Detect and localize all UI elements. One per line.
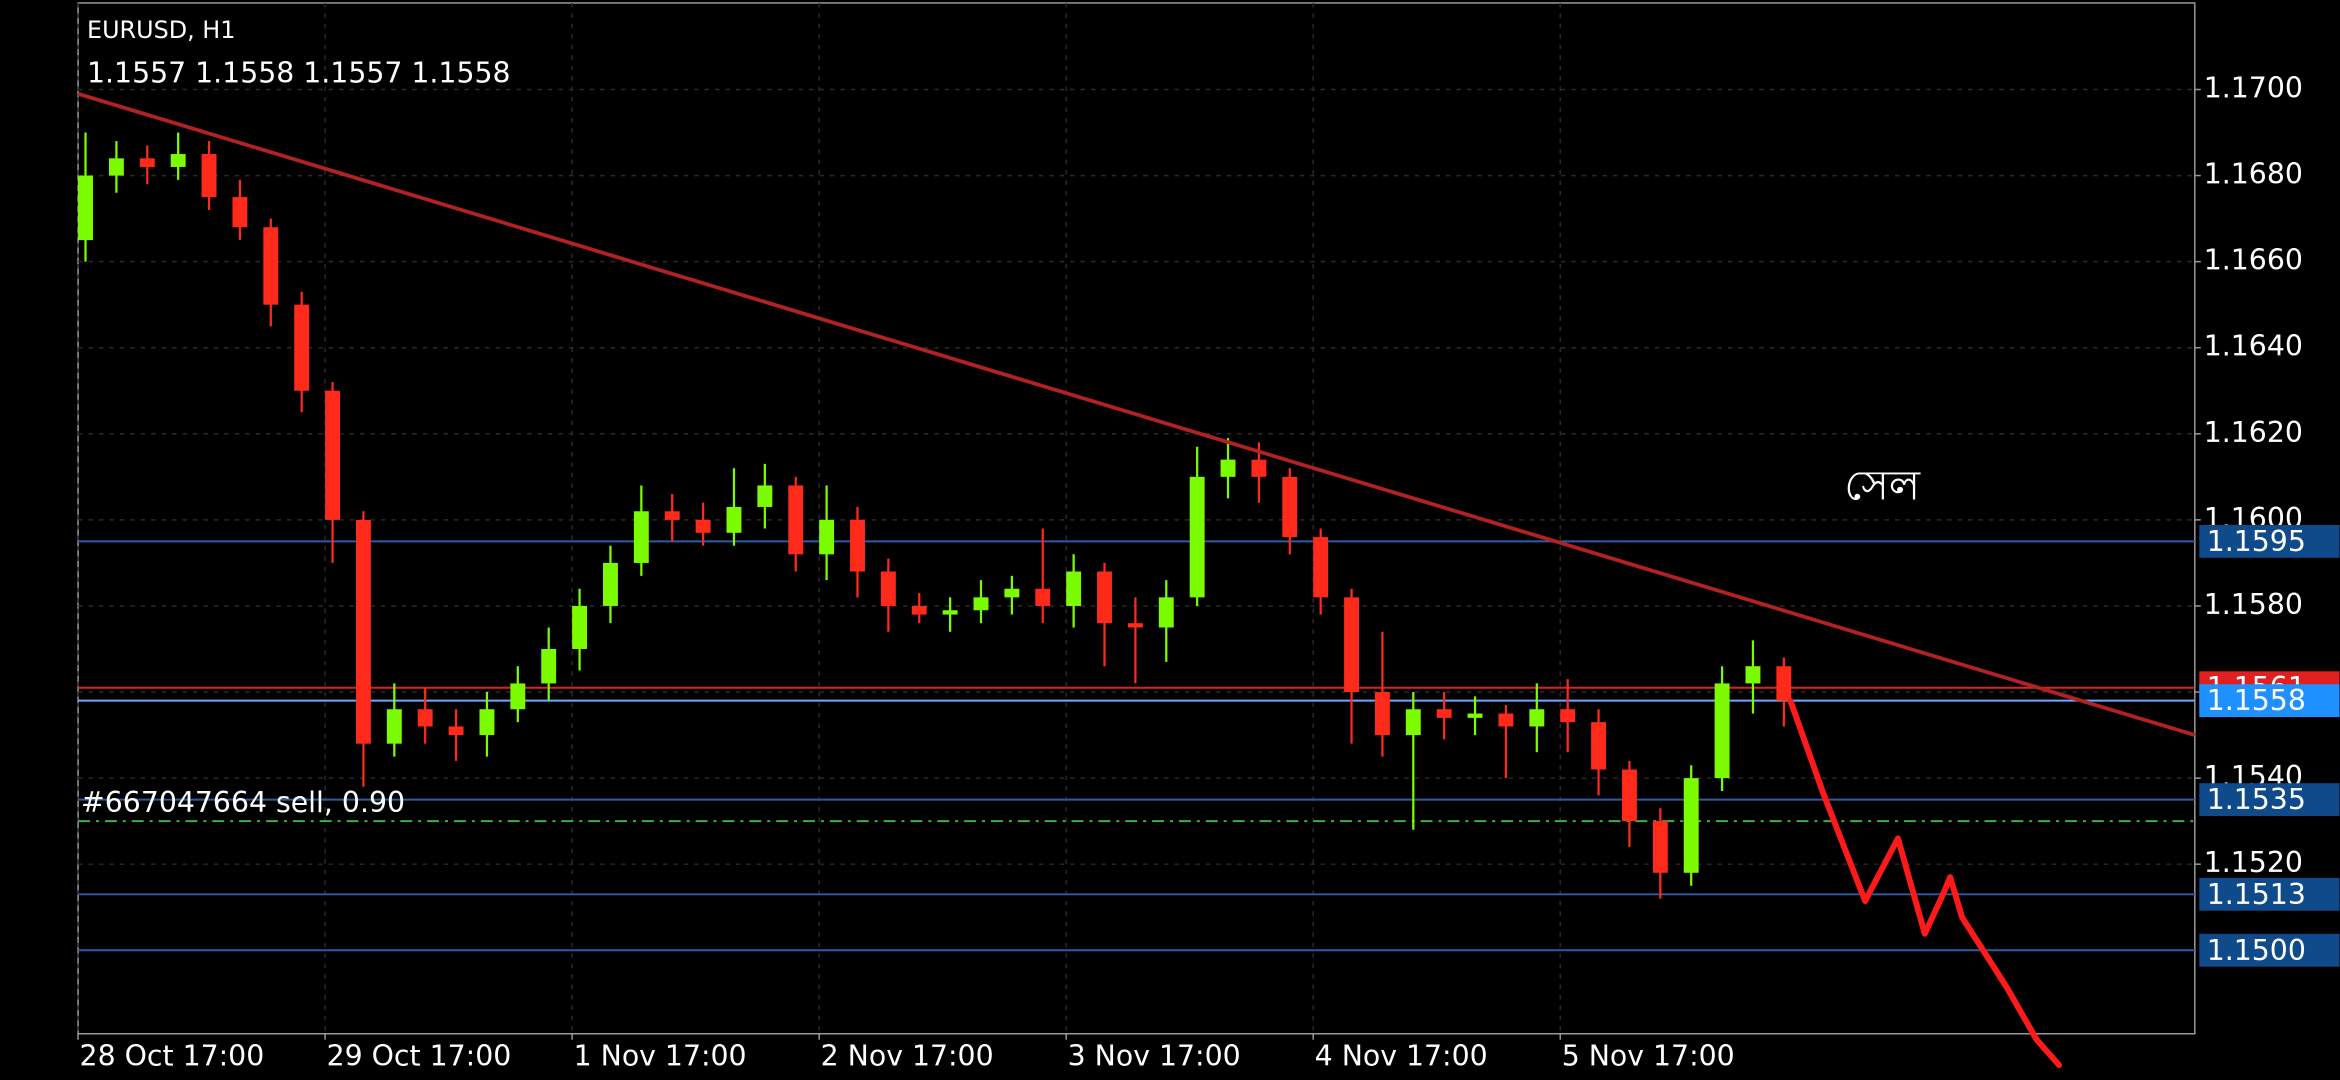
candle-body [1467, 713, 1483, 718]
candle-body [1436, 709, 1452, 718]
candle-body [1127, 623, 1143, 628]
candle-body [1344, 597, 1359, 693]
candle-body [1282, 476, 1298, 538]
candle-body [355, 519, 371, 744]
candle-body [294, 304, 310, 391]
candle-body [1189, 476, 1205, 598]
candle-body [108, 158, 124, 176]
candle-body [510, 683, 526, 710]
price-badge [2199, 684, 2340, 718]
candle-body [1560, 709, 1576, 723]
candle-body [1097, 571, 1112, 624]
candle-body [1313, 537, 1329, 598]
candle-body [1498, 713, 1514, 727]
candle-body [603, 562, 618, 606]
symbol-title: EURUSD, H1 [87, 16, 235, 44]
price-badge [2199, 877, 2340, 911]
levels: #667047664 sell, 0.90 [78, 540, 2195, 952]
ohlc-header: 1.1557 1.1558 1.1557 1.1558 [87, 57, 511, 90]
x-tick-label: 3 Nov 17:00 [1068, 1040, 1241, 1073]
candle-body [1591, 722, 1607, 770]
candle-body [850, 519, 865, 572]
candle-body [1004, 588, 1020, 598]
y-tick-label: 1.1580 [2204, 588, 2303, 621]
candle-body [1251, 459, 1267, 477]
price-badge-label: 1.1500 [2207, 934, 2306, 967]
candle-body [263, 227, 279, 305]
candle-body [757, 485, 773, 507]
candle-body [1621, 769, 1637, 822]
x-tick-label: 4 Nov 17:00 [1315, 1040, 1488, 1073]
x-tick-label: 5 Nov 17:00 [1562, 1040, 1735, 1073]
candle-body [541, 648, 557, 684]
candle-body [1529, 709, 1545, 727]
candle-body [386, 709, 402, 744]
candle-body [1220, 459, 1236, 477]
x-tick-label: 1 Nov 17:00 [574, 1040, 747, 1073]
candle-body [1405, 709, 1421, 736]
candle-body [417, 709, 433, 727]
candle-body [201, 154, 217, 198]
candle-body [1158, 597, 1174, 628]
price-badge [2199, 783, 2340, 817]
candle-body [1776, 666, 1792, 701]
candle-body [170, 154, 186, 167]
y-tick-label: 1.1700 [2204, 71, 2303, 104]
annotation-text: সেল [1844, 460, 1921, 509]
candle-body [633, 511, 649, 563]
candle-body [325, 390, 341, 520]
y-tick-label: 1.1520 [2204, 846, 2303, 879]
candle-body [726, 506, 742, 533]
candles [78, 132, 1792, 899]
x-tick-label: 29 Oct 17:00 [327, 1040, 512, 1073]
candle-body [1745, 666, 1761, 684]
price-badge [2199, 933, 2340, 967]
candle-body [1652, 821, 1668, 873]
price-badge-label: 1.1535 [2207, 783, 2306, 816]
candle-body [942, 610, 958, 615]
candle-body [911, 605, 927, 615]
price-badge-label: 1.1513 [2207, 878, 2306, 911]
x-tick-label: 28 Oct 17:00 [80, 1040, 265, 1073]
candle-body [1714, 683, 1730, 779]
candle-body [479, 709, 495, 736]
y-tick-label: 1.1640 [2204, 330, 2303, 363]
candle-body [572, 605, 588, 649]
y-tick-label: 1.1620 [2204, 416, 2303, 449]
candle-body [1374, 692, 1390, 736]
trendline [77, 92, 2196, 737]
candle-body [973, 597, 989, 611]
candle-body [1066, 571, 1082, 606]
order-label: #667047664 sell, 0.90 [81, 786, 405, 819]
y-tick-label: 1.1680 [2204, 158, 2303, 191]
price-badge [2199, 524, 2340, 558]
price-badge-label: 1.1558 [2207, 684, 2306, 717]
candle-body [448, 726, 464, 736]
candle-body [695, 519, 711, 533]
candle-body [664, 511, 680, 520]
candle-body [788, 485, 804, 555]
candle-body [232, 197, 248, 228]
hand-drawn-path [1787, 698, 2063, 1069]
candle-body [139, 158, 155, 167]
candle-body [1683, 778, 1699, 873]
candle-body [819, 519, 835, 555]
candle-body [880, 571, 896, 606]
x-tick-label: 2 Nov 17:00 [821, 1040, 994, 1073]
price-badge-label: 1.1595 [2207, 525, 2306, 558]
candle-body [78, 175, 93, 241]
y-tick-label: 1.1660 [2204, 244, 2303, 277]
candle-body [1035, 588, 1051, 606]
